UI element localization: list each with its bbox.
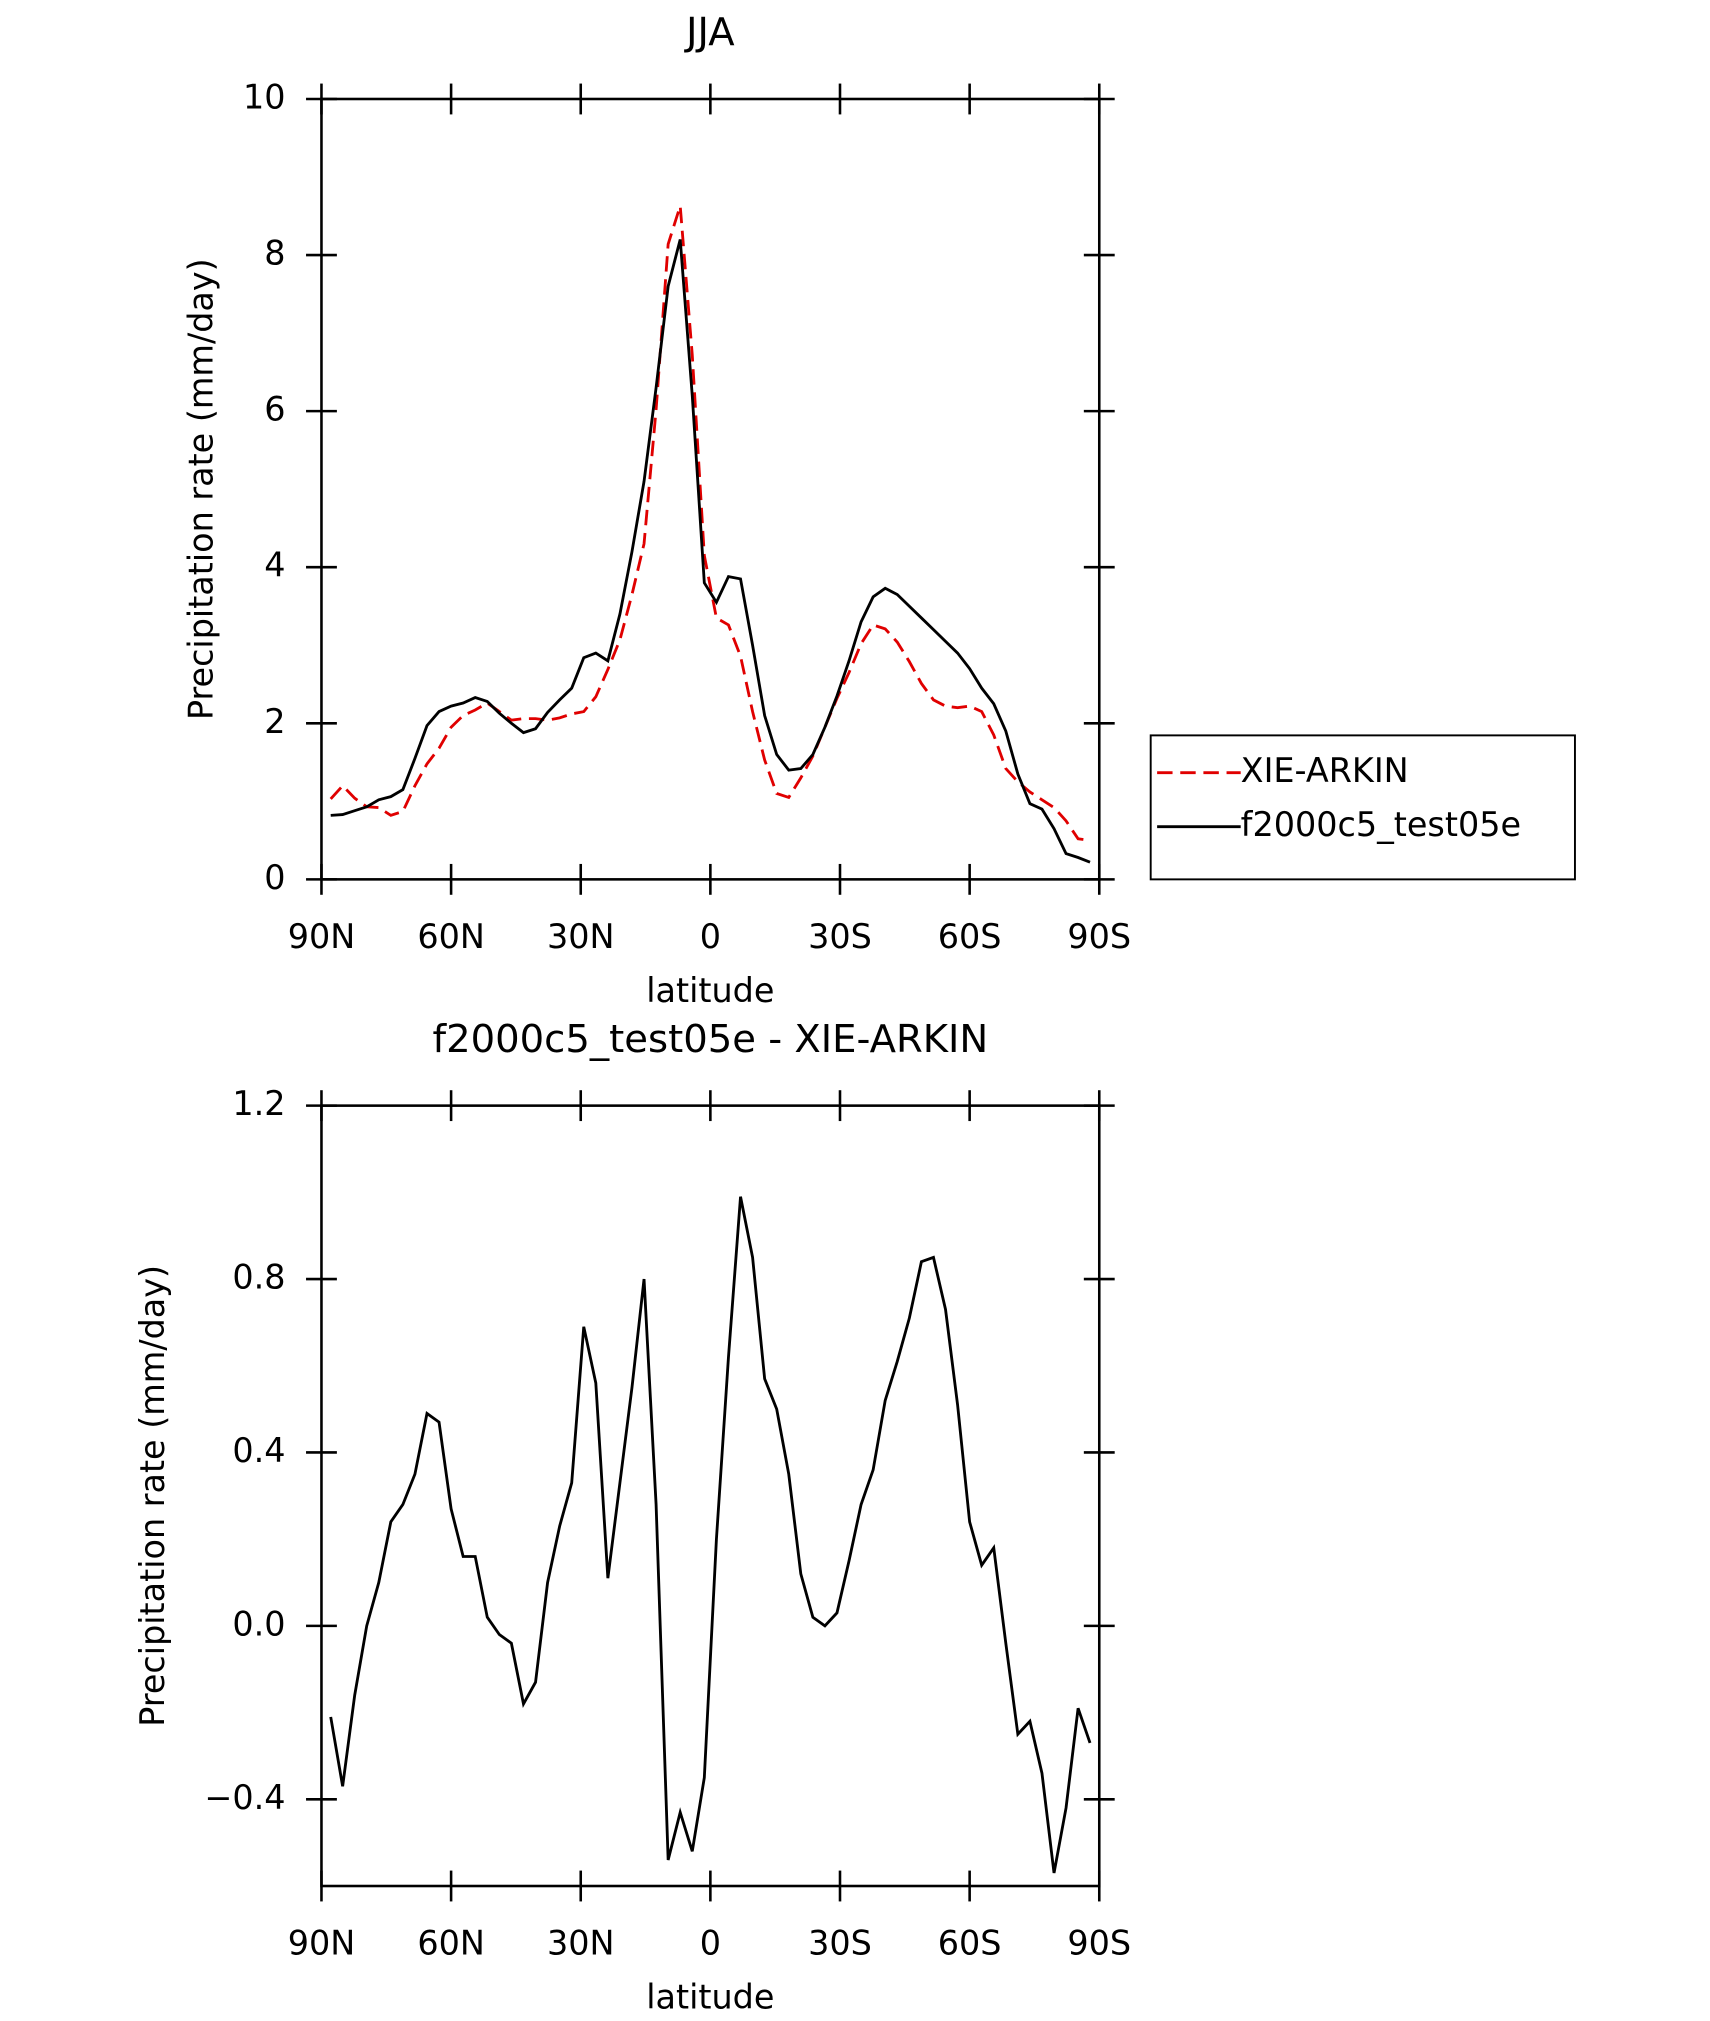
y-tick-label: 4 xyxy=(264,546,285,585)
x-tick-label: 30N xyxy=(547,1924,615,1963)
y-tick-label: 6 xyxy=(264,390,285,429)
x-tick-label: 30S xyxy=(808,1924,872,1963)
line xyxy=(330,239,1091,864)
x-tick-label: 60S xyxy=(938,1924,1002,1963)
legend-label: f2000c5_test05e xyxy=(1241,805,1521,844)
x-tick-label: 90N xyxy=(288,1924,356,1963)
y-tick-label: 2 xyxy=(264,702,285,741)
x-tick-label: 30S xyxy=(808,917,872,956)
plot-frame xyxy=(320,97,1101,881)
x-tick-label: 90S xyxy=(1067,1924,1131,1963)
plot-frame xyxy=(320,1104,1101,1888)
y-tick-label: 0.0 xyxy=(232,1604,285,1643)
x-tick-label: 60S xyxy=(938,917,1002,956)
legend-box xyxy=(1149,734,1576,881)
x-tick-label: 90S xyxy=(1067,917,1131,956)
x-tick-label: 90N xyxy=(288,917,356,956)
x-axis-label: latitude xyxy=(646,1978,774,2017)
chart-title: JJA xyxy=(684,10,735,55)
y-tick-label: 10 xyxy=(243,77,286,116)
chart-title: f2000c5_test05e - XIE-ARKIN xyxy=(433,1017,989,1062)
x-tick-label: 60N xyxy=(417,917,485,956)
y-tick-label: 0.4 xyxy=(232,1431,285,1470)
x-tick-label: 0 xyxy=(700,917,721,956)
y-tick-label: 0 xyxy=(264,858,285,897)
y-tick-label: −0.4 xyxy=(204,1778,285,1817)
legend-label: XIE-ARKIN xyxy=(1241,751,1409,790)
line xyxy=(329,205,1091,842)
y-tick-label: 8 xyxy=(264,234,285,273)
x-tick-label: 0 xyxy=(700,1924,721,1963)
line xyxy=(329,1196,1092,1874)
y-tick-label: 1.2 xyxy=(232,1084,285,1123)
y-axis-label: Precipitation rate (mm/day) xyxy=(182,258,221,720)
y-axis-label: Precipitation rate (mm/day) xyxy=(133,1265,172,1727)
x-tick-label: 30N xyxy=(547,917,615,956)
x-axis-label: latitude xyxy=(646,971,774,1010)
y-tick-label: 0.8 xyxy=(232,1258,285,1297)
x-tick-label: 60N xyxy=(417,1924,485,1963)
